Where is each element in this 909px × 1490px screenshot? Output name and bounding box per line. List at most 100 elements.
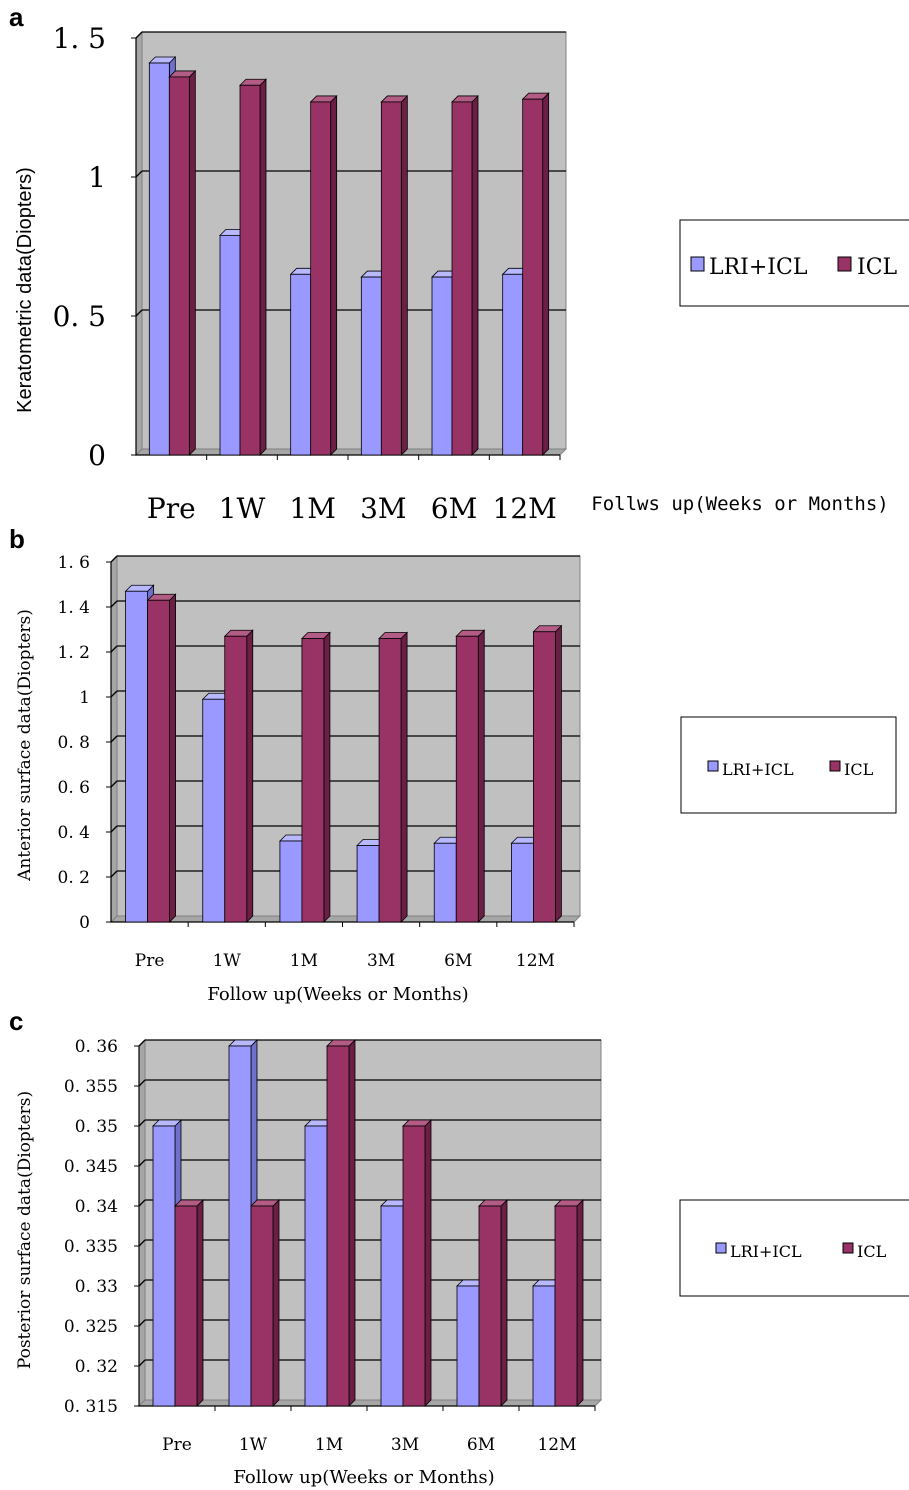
panel-b-y-tick-label: 1. 2 xyxy=(58,643,90,663)
panel-b-gridline-side xyxy=(110,825,118,833)
panel-b-y-tick-label: 0. 6 xyxy=(58,778,90,798)
panel-a: a Keratometric data(Diopters) Follws up(… xyxy=(9,2,909,525)
panel-a-legend-box xyxy=(679,219,909,307)
panel-c-plot: 0. 315 0. 32 0. 325 0. 33 0. 335 0. 34 0. 345 0… xyxy=(64,1037,603,1455)
panel-c-gridline-side xyxy=(138,1199,146,1207)
panel-c: c Posterior surface data(Diopters) Follo… xyxy=(9,1006,909,1488)
panel-c-bar-icl-1W-side xyxy=(272,1199,280,1407)
panel-b-bar-icl-3M-side xyxy=(400,631,408,923)
panel-b-bar-icl-1M xyxy=(301,638,325,923)
panel-a-gridline-side xyxy=(135,31,143,39)
panel-a-bar-lri-icl-3M xyxy=(360,276,382,456)
panel-b-legend: LRI+ICL ICL xyxy=(680,716,897,814)
panel-c-bar-lri-icl-3M xyxy=(380,1205,404,1407)
panel-a-bar-icl-3M-side xyxy=(400,94,408,456)
panel-a-plot-area xyxy=(141,31,567,450)
panel-b-bar-lri-icl-12M xyxy=(511,842,534,923)
panel-b-legend-swatch-icl xyxy=(829,760,841,772)
panel-b-y-tick-label: 0 xyxy=(79,913,90,933)
panel-c-y-axis-label: Posterior surface data(Diopters) xyxy=(15,1091,35,1369)
panel-b-gridline-side xyxy=(110,690,118,698)
panel-a-x-tick-label: Pre xyxy=(147,492,196,525)
panel-c-bar-icl-12M-side xyxy=(576,1199,584,1407)
panel-a-x-tick-label: 1W xyxy=(219,492,266,525)
panel-a-bar-icl-3M xyxy=(380,101,402,456)
panel-c-y-tick-label: 0. 33 xyxy=(75,1277,118,1297)
panel-b-gridline-side xyxy=(110,870,118,878)
panel-c-y-tick-label: 0. 34 xyxy=(75,1197,118,1217)
panel-a-y-tick-label: 0 xyxy=(88,439,106,472)
panel-b-bar-icl-1M-side xyxy=(323,631,331,923)
panel-c-bar-icl-Pre-side xyxy=(196,1199,204,1407)
panel-b-y-tick-label: 1 xyxy=(79,688,90,708)
panel-b-x-tick-label: 1M xyxy=(290,951,318,971)
panel-c-plot-area xyxy=(144,1039,602,1401)
panel-c-gridline-side xyxy=(138,1319,146,1327)
panel-a-bar-icl-6M-side xyxy=(471,94,479,456)
panel-c-bar-icl-6M-side xyxy=(500,1199,508,1407)
panel-c-gridline-side xyxy=(138,1239,146,1247)
panel-c-y-tick-label: 0. 335 xyxy=(64,1237,118,1257)
panel-a-y-tick-label: 1. 5 xyxy=(53,22,106,55)
panel-c-legend-swatch-lri-icl xyxy=(715,1242,727,1254)
panel-c-y-tick-label: 0. 36 xyxy=(75,1037,118,1057)
panel-a-x-tick-label: 12M xyxy=(493,492,557,525)
panel-b-bar-icl-Pre xyxy=(147,599,170,923)
panel-b-x-tick-label: 1W xyxy=(213,951,242,971)
panel-b-y-tick-label: 1. 6 xyxy=(58,553,90,573)
panel-a-bar-icl-1M-side xyxy=(330,94,338,456)
panel-b-bar-lri-icl-Pre xyxy=(125,590,148,923)
panel-c-side-wall xyxy=(138,1038,146,1408)
panel-a-y-axis-label: Keratometric data(Diopters) xyxy=(14,167,36,413)
panel-a-floor xyxy=(134,448,568,456)
panel-b-gridline-side xyxy=(110,735,118,743)
panel-a-side-wall xyxy=(135,30,143,457)
panel-b-legend-swatch-lri-icl xyxy=(707,760,719,772)
panel-a-bar-icl-6M xyxy=(451,101,473,456)
panel-a-gridline-side xyxy=(135,309,143,317)
panel-a-legend-label-lri-icl: LRI+ICL xyxy=(709,255,808,280)
panel-c-label: c xyxy=(9,1006,23,1036)
panel-b-bar-icl-6M xyxy=(455,635,479,923)
panel-b-x-tick-label: 6M xyxy=(444,951,472,971)
panel-a-legend-label-icl: ICL xyxy=(857,255,898,280)
panel-c-legend-swatch-icl xyxy=(842,1242,854,1254)
panel-b-floor xyxy=(109,915,582,923)
panel-b-bar-icl-12M xyxy=(533,631,556,923)
panel-b-bar-lri-icl-1M xyxy=(279,840,303,923)
panel-c-gridline-side xyxy=(138,1039,146,1047)
panel-c-x-tick-label: 6M xyxy=(467,1435,495,1455)
panel-c-y-tick-label: 0. 355 xyxy=(64,1077,118,1097)
panel-c-x-tick-label: 3M xyxy=(391,1435,419,1455)
panel-c-legend-label-lri-icl: LRI+ICL xyxy=(730,1242,802,1261)
panel-b-gridline-side xyxy=(110,555,118,563)
panel-c-bar-icl-3M xyxy=(402,1125,426,1407)
panel-c-x-tick-label: 12M xyxy=(537,1435,576,1455)
panel-c-bar-lri-icl-Pre xyxy=(152,1125,176,1407)
panel-b-bar-icl-6M-side xyxy=(477,629,485,923)
panel-c-legend: LRI+ICL ICL xyxy=(679,1199,909,1297)
panel-a-label: a xyxy=(9,2,24,32)
panel-b-x-tick-label: 3M xyxy=(367,951,395,971)
panel-a-x-axis-label: Follws up(Weeks or Months) xyxy=(591,493,888,515)
panel-b-y-tick-label: 0. 8 xyxy=(58,733,90,753)
panel-b-label: b xyxy=(9,524,25,554)
panel-b: b Anterior surface data(Diopters) Follow… xyxy=(9,524,897,1005)
panel-b-bar-icl-12M-side xyxy=(555,624,562,923)
panel-b-gridline-side xyxy=(110,600,118,608)
panel-a-bar-lri-icl-1W xyxy=(219,234,241,456)
panel-c-bar-lri-icl-1M xyxy=(304,1125,328,1407)
panel-b-gridline-side xyxy=(110,780,118,788)
panel-a-bar-icl-12M-side xyxy=(542,92,550,456)
panel-a-y-tick-label: 1 xyxy=(88,161,106,194)
panel-a-bar-icl-12M xyxy=(522,98,544,456)
panel-c-gridline-side xyxy=(138,1159,146,1167)
panel-a-x-tick-label: 1M xyxy=(289,492,335,525)
panel-b-bar-icl-Pre-side xyxy=(169,593,176,923)
panel-b-y-axis-label: Anterior surface data(Diopters) xyxy=(15,609,35,882)
panel-a-bar-icl-1W-side xyxy=(259,78,267,456)
panel-b-legend-label-icl: ICL xyxy=(844,760,874,779)
panel-c-bar-icl-1W xyxy=(250,1205,274,1407)
panel-b-bar-icl-1W-side xyxy=(246,629,254,923)
panel-a-y-tick-label: 0. 5 xyxy=(53,300,106,333)
